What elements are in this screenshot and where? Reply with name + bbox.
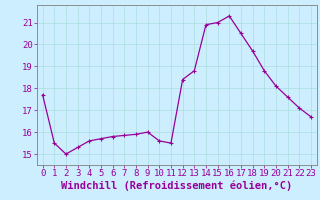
X-axis label: Windchill (Refroidissement éolien,°C): Windchill (Refroidissement éolien,°C): [61, 181, 292, 191]
